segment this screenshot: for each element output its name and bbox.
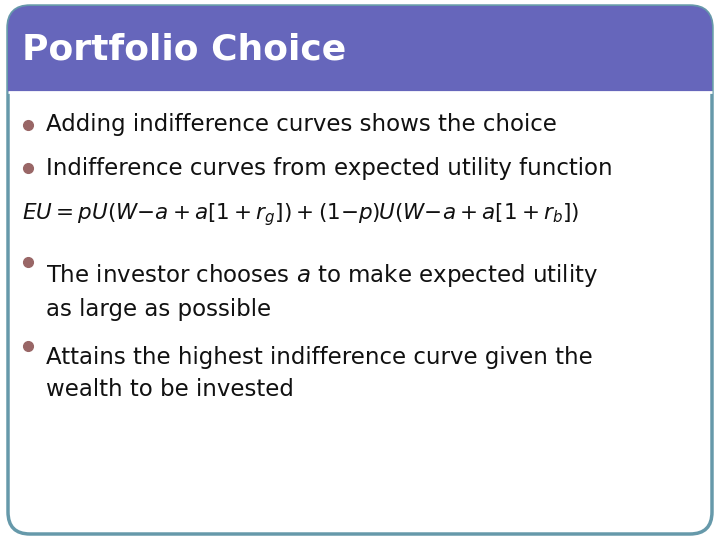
Text: Indifference curves from expected utility function: Indifference curves from expected utilit… xyxy=(46,157,613,179)
Text: Attains the highest indifference curve given the
wealth to be invested: Attains the highest indifference curve g… xyxy=(46,346,593,401)
FancyBboxPatch shape xyxy=(8,6,712,534)
Bar xyxy=(8,48,712,92)
FancyBboxPatch shape xyxy=(8,6,712,92)
Text: $EU = pU(W\mathrm{-}a + a[1 + r_g]) + (1\mathrm{-}p)U(W\mathrm{-}a + a[1 + r_b]): $EU = pU(W\mathrm{-}a + a[1 + r_g]) + (1… xyxy=(22,201,579,228)
Text: The investor chooses $a$ to make expected utility
as large as possible: The investor chooses $a$ to make expecte… xyxy=(46,262,598,321)
Text: Portfolio Choice: Portfolio Choice xyxy=(22,32,346,66)
Text: Adding indifference curves shows the choice: Adding indifference curves shows the cho… xyxy=(46,113,557,137)
